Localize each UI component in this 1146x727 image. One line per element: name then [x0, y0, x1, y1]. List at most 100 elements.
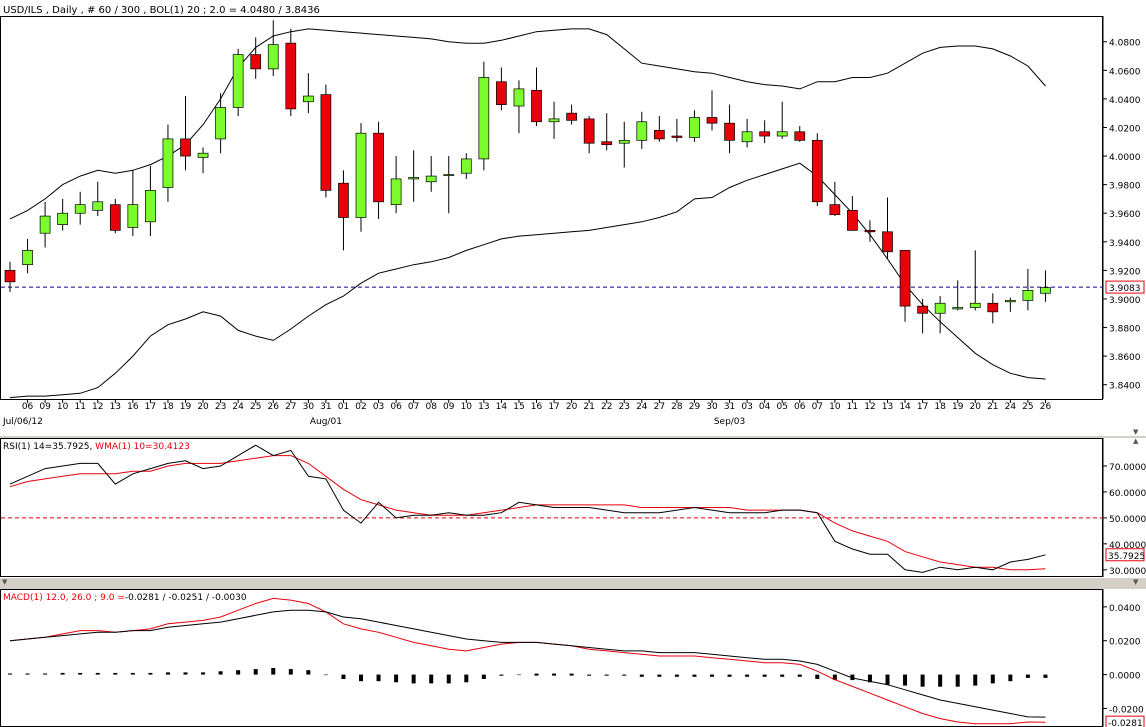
x-tick-label: 30 [303, 402, 315, 412]
candle [267, 44, 279, 70]
candle [706, 117, 718, 124]
y-tick-label: 3.9000 [1109, 296, 1141, 306]
scroll-up-arrow[interactable]: ▲ [1133, 438, 1139, 445]
x-tick-label: 07 [408, 402, 419, 412]
current-rsi-box [1105, 548, 1145, 562]
histogram-bar [1025, 674, 1030, 678]
price-chart[interactable]: USD/ILS , Daily , # 60 / 300 , BOL(1) 20… [0, 0, 1146, 436]
macd-title-name: MACD(1) 12.0, 26.0 ; 9.0 = [3, 593, 125, 603]
candle [882, 231, 893, 253]
macd-chart[interactable]: MACD(1) 12.0, 26.0 ; 9.0 =-0.0281 / -0.0… [0, 589, 1146, 727]
histogram-bar [762, 674, 767, 677]
candle [618, 139, 630, 144]
x-tick-label: 29 [689, 402, 701, 412]
signal-line [9, 597, 1046, 725]
x-tick-label: 08 [425, 402, 437, 412]
x-tick-label: 10 [829, 402, 841, 412]
y-tick-label: 4.0000 [1109, 153, 1141, 163]
x-tick-label: 09 [443, 402, 455, 412]
x-tick-label: 17 [917, 402, 928, 412]
macd-title: MACD(1) 12.0, 26.0 ; 9.0 =-0.0281 / -0.0… [3, 593, 247, 603]
rsi-title: RSI(1) 14=35.7925, WMA(1) 10=30.4123 [3, 442, 190, 452]
x-tick-label: 27 [285, 402, 296, 412]
x-date-label: Jul/06/12 [2, 417, 43, 427]
macd-pane[interactable]: MACD(1) 12.0, 26.0 ; 9.0 =-0.0281 / -0.0… [0, 589, 1146, 727]
y-tick-label: 3.8600 [1109, 353, 1141, 363]
y-tick-label: -0.0200 [1109, 705, 1144, 715]
histogram-bar [183, 672, 188, 675]
histogram-bar [815, 674, 820, 679]
x-tick-label: 05 [776, 402, 787, 412]
candle [741, 131, 753, 143]
candle [57, 212, 69, 225]
histogram-bar [990, 674, 995, 684]
candle [408, 177, 419, 180]
x-tick-label: 24 [232, 402, 244, 412]
histogram-bar [148, 672, 153, 675]
histogram-bar [376, 674, 381, 682]
x-tick-label: 27 [654, 402, 665, 412]
histogram-bar [323, 674, 328, 676]
candle [531, 89, 542, 123]
histogram-bar [710, 674, 714, 677]
histogram-bar [920, 674, 925, 687]
candle [250, 54, 262, 70]
x-tick-label: 20 [970, 402, 982, 412]
histogram-bar [622, 674, 627, 676]
scroll-down-arrow[interactable]: ▼ [2, 578, 8, 586]
candle [285, 42, 297, 110]
y-tick-label: 30.0000 [1109, 567, 1146, 577]
candle [934, 302, 946, 314]
rsi-line [9, 444, 1046, 573]
histogram-bar [587, 674, 592, 676]
x-tick-label: 01 [338, 402, 349, 412]
histogram-bar [850, 674, 855, 681]
scroll-down-arrow[interactable]: ▼ [1133, 578, 1139, 586]
price-chart-pane[interactable]: USD/ILS , Daily , # 60 / 300 , BOL(1) 20… [0, 0, 1146, 436]
histogram-bar [604, 674, 609, 676]
histogram-bar [657, 674, 662, 677]
candle [864, 230, 876, 233]
y-tick-label: 50.0000 [1109, 515, 1146, 525]
histogram-bar [569, 673, 574, 676]
x-tick-label: 15 [513, 402, 524, 412]
pane-splitter[interactable] [0, 436, 1146, 438]
pane-splitter[interactable]: ▼ ▼ [0, 578, 1146, 589]
rsi-title-wma: WMA(1) 10=30.4123 [92, 442, 190, 452]
y-tick-label: 70.0000 [1109, 463, 1146, 473]
y-tick-label: 0.0400 [1109, 604, 1141, 614]
candle [653, 129, 665, 140]
histogram-bar [306, 670, 311, 675]
histogram-bar [745, 674, 750, 677]
histogram-bar [341, 674, 346, 679]
x-tick-label: 19 [952, 402, 964, 412]
candle [969, 302, 981, 308]
histogram-bar [727, 674, 732, 677]
histogram-bar [903, 674, 908, 686]
candle [1022, 290, 1034, 301]
scroll-down-arrow[interactable]: ▼ [1133, 428, 1139, 436]
current-rsi-label: 35.7925 [1108, 552, 1145, 562]
chart-title: USD/ILS , Daily , # 60 / 300 , BOL(1) 20… [3, 5, 320, 16]
candle [460, 158, 472, 174]
y-tick-label: 3.9600 [1109, 210, 1141, 220]
candle [373, 132, 384, 203]
rsi-chart[interactable]: RSI(1) 14=35.7925, WMA(1) 10=30.4123 70.0… [0, 438, 1146, 578]
x-tick-label: 24 [1005, 402, 1017, 412]
histogram-bar [552, 673, 557, 676]
candle [443, 174, 455, 176]
bollinger-upper-line [9, 28, 1046, 220]
histogram-bar [499, 674, 504, 676]
plot-frame [0, 589, 1103, 727]
x-tick-label: 21 [583, 402, 594, 412]
rsi-pane[interactable]: RSI(1) 14=35.7925, WMA(1) 10=30.4123 70.0… [0, 438, 1146, 578]
candle [724, 122, 735, 141]
candle [952, 307, 964, 310]
candle [320, 94, 332, 191]
x-tick-label: 06 [22, 402, 34, 412]
candle [636, 121, 648, 141]
x-tick-label: 13 [110, 402, 121, 412]
x-tick-label: 12 [92, 402, 103, 412]
histogram-bar [516, 674, 521, 676]
candle [1040, 287, 1051, 294]
